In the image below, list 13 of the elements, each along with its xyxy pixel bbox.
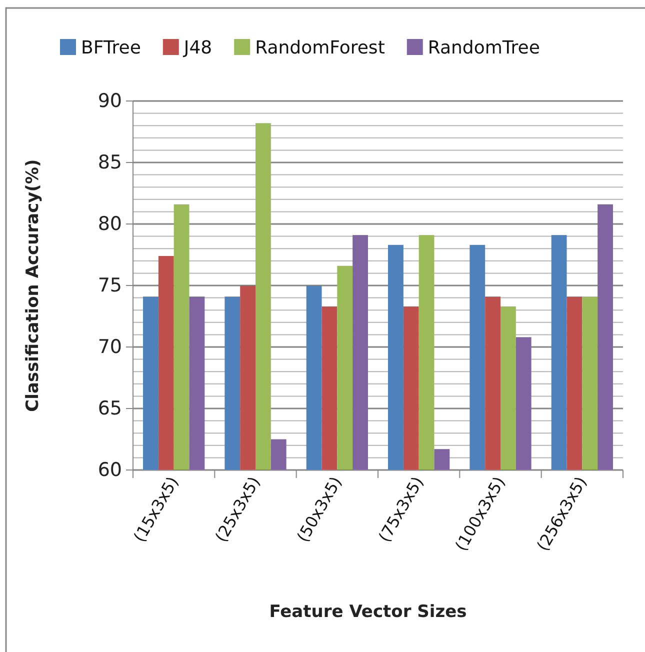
y-tick-label: 75: [98, 274, 122, 297]
legend-label: BFTree: [81, 37, 141, 58]
y-tick-label: 70: [98, 336, 122, 358]
y-axis-title: Classification Accuracy(%): [23, 159, 43, 412]
legend-label: RandomForest: [255, 37, 385, 58]
x-axis-title: Feature Vector Sizes: [269, 602, 467, 622]
y-tick-label: 85: [98, 152, 122, 174]
legend-label: RandomTree: [428, 37, 540, 58]
y-tick-label: 80: [98, 213, 122, 236]
y-tick-label: 60: [98, 459, 122, 482]
legend-label: J48: [182, 37, 212, 58]
y-tick-label: 65: [98, 398, 122, 420]
y-tick-label: 90: [98, 90, 122, 112]
